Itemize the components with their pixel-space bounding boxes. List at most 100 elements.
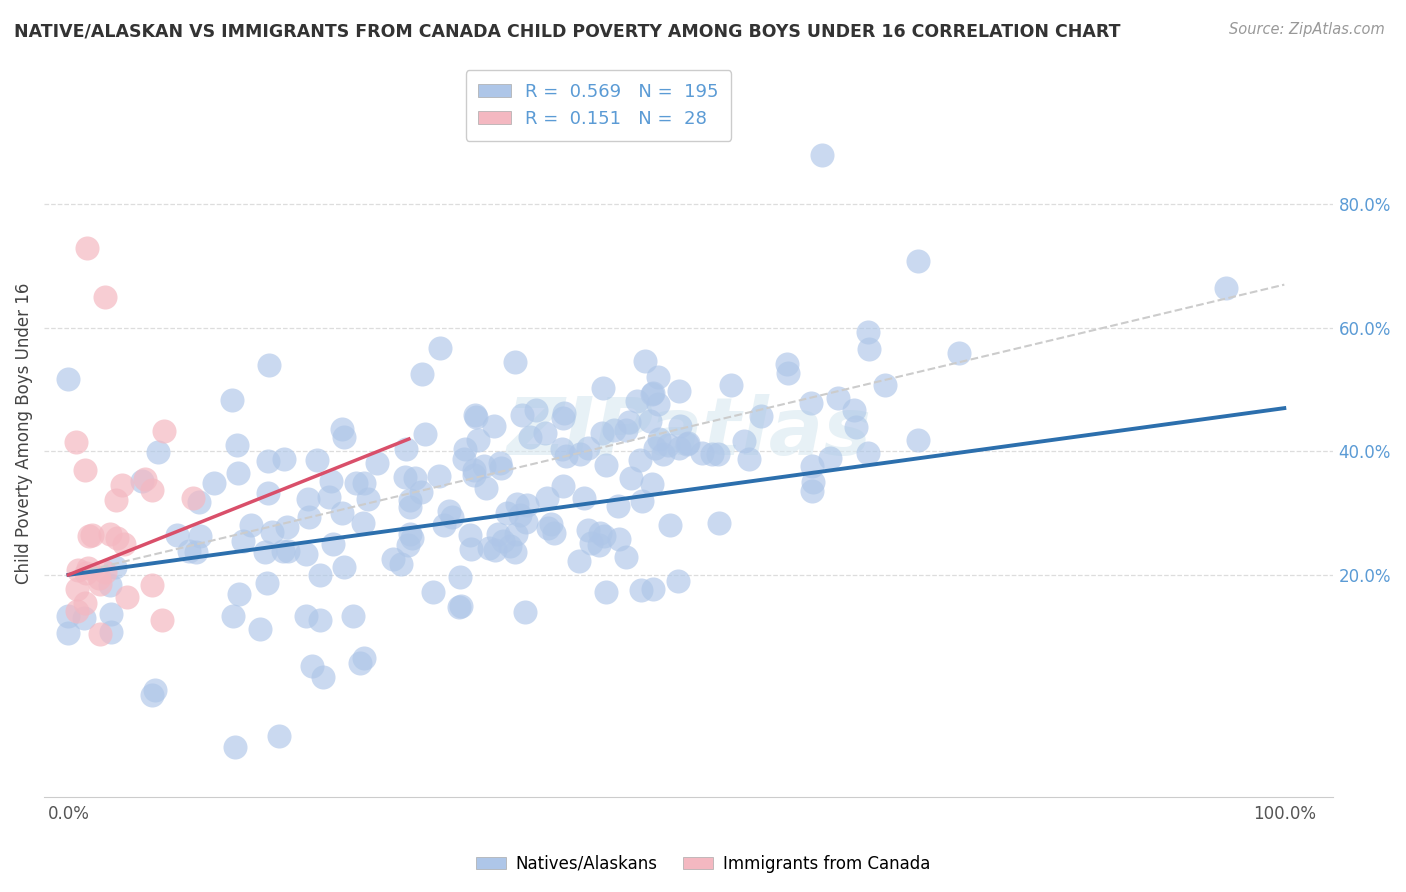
Point — [506, 497, 529, 511]
Point — [429, 341, 451, 355]
Point — [524, 402, 547, 417]
Point — [254, 545, 277, 559]
Point — [513, 605, 536, 619]
Point — [276, 520, 298, 534]
Point — [183, 491, 205, 506]
Point — [228, 587, 250, 601]
Point — [668, 441, 690, 455]
Point — [579, 535, 602, 549]
Point — [89, 577, 111, 591]
Point — [353, 476, 375, 491]
Point — [553, 405, 575, 419]
Point — [295, 547, 318, 561]
Point — [845, 419, 868, 434]
Point — [356, 492, 378, 507]
Point — [382, 552, 405, 566]
Point — [568, 447, 591, 461]
Point — [827, 391, 849, 405]
Point — [298, 510, 321, 524]
Point — [188, 529, 211, 543]
Point — [146, 444, 169, 458]
Point — [105, 531, 128, 545]
Point — [614, 424, 637, 438]
Point — [648, 432, 671, 446]
Text: Source: ZipAtlas.com: Source: ZipAtlas.com — [1229, 22, 1385, 37]
Point — [166, 528, 188, 542]
Point — [588, 526, 610, 541]
Point — [395, 442, 418, 456]
Point — [551, 411, 574, 425]
Point — [333, 430, 356, 444]
Point — [609, 532, 631, 546]
Point — [111, 478, 134, 492]
Point — [153, 425, 176, 439]
Point — [104, 560, 127, 574]
Point — [668, 419, 690, 434]
Point — [818, 450, 841, 465]
Point — [638, 414, 661, 428]
Point — [411, 367, 433, 381]
Point — [454, 442, 477, 456]
Point — [496, 506, 519, 520]
Point — [98, 526, 121, 541]
Point — [641, 386, 664, 401]
Point — [399, 492, 422, 507]
Point — [858, 342, 880, 356]
Point — [555, 449, 578, 463]
Point — [202, 476, 225, 491]
Point — [344, 475, 367, 490]
Point — [319, 474, 342, 488]
Point — [398, 526, 420, 541]
Point — [322, 537, 344, 551]
Point — [187, 495, 209, 509]
Point — [515, 516, 537, 530]
Point — [675, 437, 697, 451]
Point — [277, 544, 299, 558]
Point — [94, 290, 117, 304]
Point — [256, 576, 278, 591]
Point — [576, 442, 599, 456]
Point — [76, 561, 98, 575]
Point — [628, 453, 651, 467]
Point — [553, 479, 575, 493]
Point — [505, 545, 527, 559]
Point — [398, 538, 420, 552]
Point — [499, 539, 522, 553]
Point — [652, 447, 675, 461]
Point — [221, 393, 243, 408]
Point — [131, 475, 153, 489]
Point — [510, 409, 533, 423]
Point — [700, 447, 723, 461]
Point — [509, 508, 531, 523]
Point — [503, 355, 526, 369]
Point — [776, 357, 799, 371]
Text: ZIPatlas: ZIPatlas — [506, 394, 872, 472]
Point — [399, 500, 422, 514]
Point — [73, 463, 96, 477]
Point — [330, 422, 353, 436]
Point — [134, 471, 156, 485]
Point — [907, 433, 929, 447]
Point — [82, 528, 104, 542]
Point — [427, 469, 450, 483]
Point — [411, 485, 433, 500]
Point — [226, 438, 249, 452]
Point — [614, 549, 637, 564]
Point — [576, 523, 599, 537]
Point — [104, 492, 127, 507]
Point — [641, 582, 664, 597]
Point — [309, 613, 332, 627]
Legend: Natives/Alaskans, Immigrants from Canada: Natives/Alaskans, Immigrants from Canada — [470, 848, 936, 880]
Point — [439, 504, 461, 518]
Point — [73, 611, 96, 625]
Point — [463, 467, 485, 482]
Point — [333, 559, 356, 574]
Point — [112, 537, 135, 551]
Point — [141, 483, 163, 498]
Point — [404, 471, 426, 485]
Point — [330, 507, 353, 521]
Point — [73, 595, 96, 609]
Point — [551, 442, 574, 457]
Point — [76, 241, 98, 255]
Point — [478, 541, 501, 556]
